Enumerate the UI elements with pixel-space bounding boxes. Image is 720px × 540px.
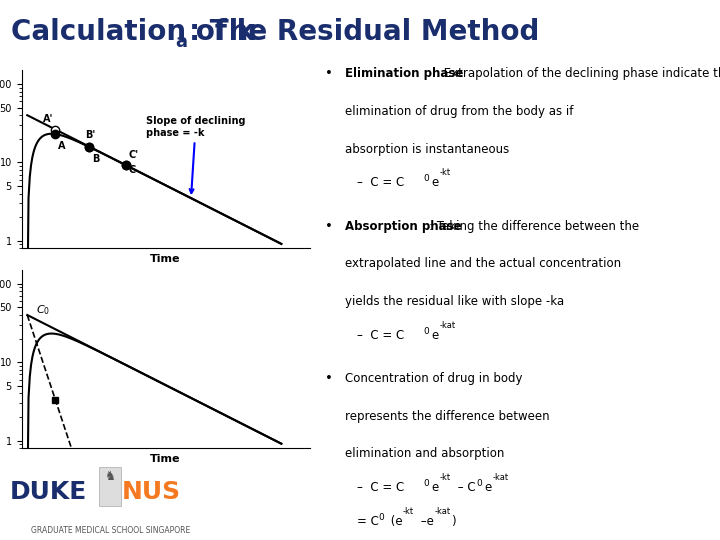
Text: Concentration of drug in body: Concentration of drug in body: [345, 372, 523, 385]
Text: B': B': [85, 130, 95, 140]
Text: : Extrapolation of the declining phase indicate the: : Extrapolation of the declining phase i…: [436, 68, 720, 80]
Text: a: a: [175, 33, 187, 51]
Text: e: e: [432, 177, 439, 190]
Text: 0: 0: [476, 479, 482, 488]
Text: DUKE: DUKE: [10, 480, 87, 503]
Text: 0: 0: [423, 479, 429, 488]
Text: ): ): [451, 515, 456, 528]
Text: e: e: [484, 481, 491, 494]
Text: •: •: [325, 372, 333, 385]
Text: represents the difference between: represents the difference between: [345, 410, 549, 423]
Text: extrapolated line and the actual concentration: extrapolated line and the actual concent…: [345, 258, 621, 271]
Text: elimination of drug from the body as if: elimination of drug from the body as if: [345, 105, 573, 118]
Text: C': C': [129, 150, 139, 160]
Text: Absorption phase: Absorption phase: [345, 220, 462, 233]
Text: –e: –e: [417, 515, 433, 528]
Text: : Taking the difference between the: : Taking the difference between the: [429, 220, 639, 233]
Text: -kt: -kt: [440, 168, 451, 178]
Text: ♞: ♞: [104, 470, 115, 483]
Text: -kt: -kt: [440, 474, 451, 482]
Text: e: e: [432, 329, 439, 342]
Text: 0: 0: [379, 513, 384, 522]
Text: absorption is instantaneous: absorption is instantaneous: [345, 143, 509, 156]
Text: •: •: [325, 220, 333, 233]
Text: Elimination phase: Elimination phase: [345, 68, 464, 80]
Text: –  C = C: – C = C: [357, 329, 405, 342]
Text: A': A': [42, 114, 53, 124]
Text: –  C = C: – C = C: [357, 177, 405, 190]
Text: GRADUATE MEDICAL SCHOOL SINGAPORE: GRADUATE MEDICAL SCHOOL SINGAPORE: [32, 526, 191, 535]
Text: Slope of
Residual Line
= – Ka: Slope of Residual Line = – Ka: [0, 539, 1, 540]
Text: yields the residual like with slope -ka: yields the residual like with slope -ka: [345, 295, 564, 308]
Text: Slope of declining
phase = -k: Slope of declining phase = -k: [146, 116, 246, 193]
Text: = C: = C: [357, 515, 379, 528]
Text: –  C = C: – C = C: [357, 481, 405, 494]
Text: -kat: -kat: [440, 321, 456, 330]
Text: A: A: [58, 141, 66, 151]
Text: elimination and absorption: elimination and absorption: [345, 448, 505, 461]
Text: -kat: -kat: [435, 507, 451, 516]
X-axis label: Time: Time: [150, 454, 181, 464]
Text: -kt: -kt: [402, 507, 414, 516]
Text: – C: – C: [454, 481, 475, 494]
Text: (e: (e: [387, 515, 402, 528]
Text: B: B: [92, 154, 99, 164]
Text: -kat: -kat: [492, 474, 508, 482]
FancyBboxPatch shape: [99, 467, 121, 506]
Text: 0: 0: [423, 174, 429, 183]
X-axis label: Time: Time: [150, 254, 181, 264]
Text: 0: 0: [423, 327, 429, 336]
Text: NUS: NUS: [122, 480, 181, 503]
Text: $C_0$: $C_0$: [36, 303, 50, 317]
Text: •: •: [325, 68, 333, 80]
Text: C: C: [129, 165, 136, 175]
Text: Calculation of k: Calculation of k: [11, 18, 255, 46]
Text: e: e: [432, 481, 439, 494]
Text: : The Residual Method: : The Residual Method: [189, 18, 540, 46]
